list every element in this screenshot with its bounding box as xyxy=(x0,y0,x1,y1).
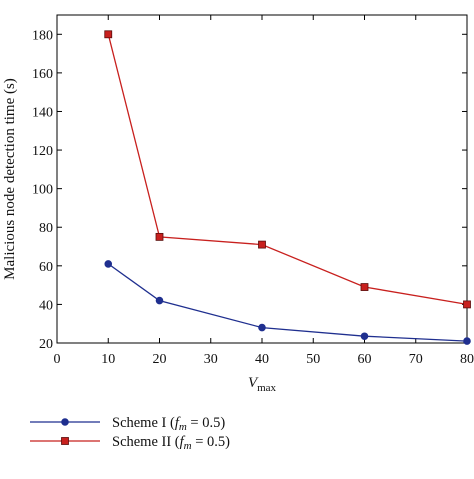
legend-label-series-2-sub: m xyxy=(184,440,192,452)
legend-label-series-2-var: f xyxy=(180,434,186,450)
y-tick-label: 140 xyxy=(32,105,53,120)
x-tick-label: 30 xyxy=(204,352,218,367)
legend-label-series-1-suffix: = 0.5) xyxy=(187,415,226,431)
y-tick-label: 60 xyxy=(39,260,53,275)
series-2-point xyxy=(104,30,113,39)
legend-label-series-1-var: f xyxy=(175,415,181,431)
x-tick-label: 70 xyxy=(409,352,423,367)
series-2 xyxy=(104,30,471,309)
legend: Scheme I (fm = 0.5) Scheme II (fm = 0.5) xyxy=(30,415,230,452)
series-2-point xyxy=(463,300,471,309)
ticks-layer: 0 10 20 30 40 50 60 70 80 20 40 60 80 100 120 140 160 180 xyxy=(32,15,474,367)
y-tick-label: 20 xyxy=(39,337,53,352)
legend-label-series-2: Scheme II (fm = 0.5) xyxy=(112,434,230,452)
x-axis-label: Vmax xyxy=(248,375,277,394)
y-tick-label: 100 xyxy=(32,183,53,198)
x-tick-label: 0 xyxy=(54,352,61,367)
series-1 xyxy=(104,260,471,345)
legend-marker-series-2 xyxy=(61,437,69,445)
y-tick-label: 180 xyxy=(32,28,53,43)
x-tick-label: 10 xyxy=(101,352,115,367)
legend-item-series-1: Scheme I (fm = 0.5) xyxy=(30,415,225,433)
series-2-point xyxy=(360,283,369,291)
x-axis-label-sub: max xyxy=(257,382,276,394)
series-1-point xyxy=(104,260,113,268)
legend-label-series-2-prefix: Scheme II ( xyxy=(112,434,180,450)
series-1-point xyxy=(360,332,369,341)
x-tick-label: 80 xyxy=(460,352,474,367)
series-1-point xyxy=(155,296,164,305)
series-1-point xyxy=(463,337,471,345)
series-layer xyxy=(104,30,471,345)
legend-label-series-1-prefix: Scheme I ( xyxy=(112,415,175,431)
legend-label-series-1-sub: m xyxy=(179,421,187,433)
x-tick-label: 50 xyxy=(306,352,320,367)
y-tick-label: 40 xyxy=(39,298,53,313)
series-2-line xyxy=(107,34,468,306)
y-tick-label: 80 xyxy=(39,221,53,236)
y-tick-label: 120 xyxy=(32,144,53,159)
x-tick-label: 20 xyxy=(153,352,167,367)
legend-label-series-2-suffix: = 0.5) xyxy=(192,434,231,450)
legend-marker-series-1 xyxy=(61,418,69,426)
x-axis-label-var: V xyxy=(248,375,259,391)
y-tick-label: 160 xyxy=(32,67,53,82)
series-1-point xyxy=(258,323,266,332)
series-2-point xyxy=(258,240,266,249)
legend-label-series-1: Scheme I (fm = 0.5) xyxy=(112,415,225,433)
x-tick-label: 40 xyxy=(255,352,269,367)
legend-item-series-2: Scheme II (fm = 0.5) xyxy=(30,434,230,452)
x-tick-label: 60 xyxy=(358,352,372,367)
series-2-point xyxy=(155,232,164,241)
y-axis-label: Malicious node detection time (s) xyxy=(2,78,18,280)
